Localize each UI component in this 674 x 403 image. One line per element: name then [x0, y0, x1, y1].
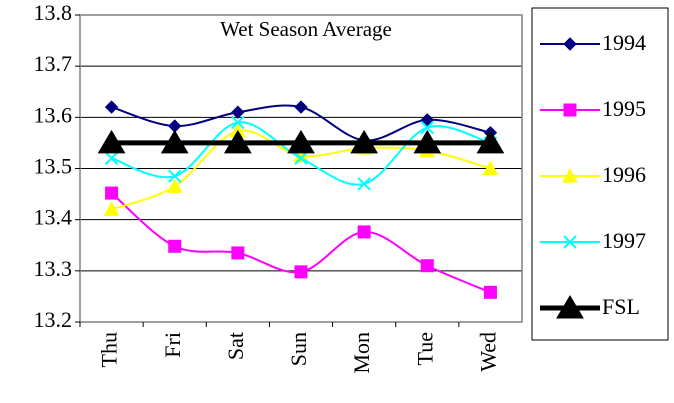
legend-marker	[563, 235, 577, 249]
legend-label: 1997	[602, 228, 646, 253]
data-point	[166, 178, 183, 193]
data-point	[104, 151, 119, 165]
data-point	[294, 265, 308, 279]
legend-marker	[562, 167, 578, 183]
data-point	[168, 169, 182, 183]
series	[97, 129, 505, 154]
x-tick-label: Sat	[223, 332, 248, 360]
data-point	[104, 100, 119, 114]
x-tick-label: Wed	[475, 332, 500, 372]
data-point	[483, 285, 497, 299]
data-point	[420, 120, 434, 135]
data-point	[413, 129, 442, 154]
y-tick-label: 13.2	[34, 307, 73, 332]
legend-label: 1995	[602, 96, 646, 121]
data-point	[231, 105, 245, 119]
data-point	[103, 201, 120, 216]
legend-label: FSL	[602, 294, 640, 319]
data-point	[350, 129, 379, 154]
legend-label: 1996	[602, 162, 646, 187]
legend-label: 1994	[602, 30, 646, 55]
y-tick-label: 13.5	[34, 154, 73, 179]
y-tick-label: 13.8	[34, 0, 73, 25]
data-point	[223, 129, 252, 154]
data-point	[287, 129, 315, 154]
data-point	[357, 177, 371, 191]
legend-box	[531, 7, 669, 341]
data-point	[357, 225, 371, 239]
data-point	[231, 115, 245, 130]
legend-marker	[563, 103, 577, 117]
data-point	[231, 246, 245, 260]
y-tick-label: 13.6	[34, 102, 73, 127]
data-point	[168, 239, 182, 253]
series	[104, 115, 498, 191]
x-tick-label: Thu	[97, 332, 122, 367]
data-point	[420, 259, 434, 273]
data-point	[105, 186, 119, 200]
data-point	[294, 151, 308, 165]
data-point	[476, 129, 505, 154]
data-point	[97, 129, 126, 154]
legend-marker	[556, 295, 584, 319]
data-point	[482, 160, 499, 175]
y-tick-label: 13.3	[34, 256, 73, 281]
chart-title: Wet Season Average	[220, 17, 392, 41]
x-tick-label: Mon	[349, 332, 374, 374]
series	[105, 186, 497, 299]
data-point	[160, 129, 189, 154]
x-tick-label: Tue	[412, 332, 437, 365]
y-tick-label: 13.4	[34, 205, 73, 230]
x-tick-label: Fri	[160, 332, 185, 358]
data-point	[420, 113, 434, 127]
x-tick-label: Sun	[286, 332, 311, 366]
data-point	[294, 100, 308, 114]
legend-marker	[563, 37, 577, 51]
y-tick-label: 13.7	[34, 51, 73, 76]
series	[104, 100, 498, 148]
